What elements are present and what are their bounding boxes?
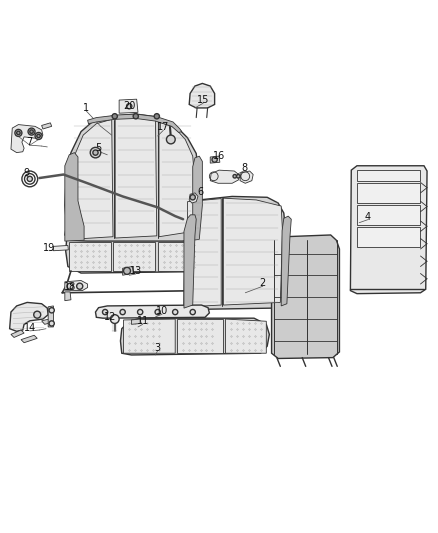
Polygon shape xyxy=(210,156,220,163)
Circle shape xyxy=(102,310,108,314)
Polygon shape xyxy=(88,114,182,133)
Circle shape xyxy=(90,147,101,158)
Polygon shape xyxy=(189,84,215,108)
Circle shape xyxy=(212,157,217,162)
Polygon shape xyxy=(65,292,71,301)
Circle shape xyxy=(110,314,119,324)
Polygon shape xyxy=(21,335,37,343)
Polygon shape xyxy=(350,166,427,294)
Circle shape xyxy=(15,130,22,136)
Polygon shape xyxy=(189,193,198,203)
Circle shape xyxy=(173,310,178,314)
Polygon shape xyxy=(193,156,202,240)
Circle shape xyxy=(112,114,117,119)
Text: 9: 9 xyxy=(23,168,29,178)
Circle shape xyxy=(77,283,83,289)
Circle shape xyxy=(17,131,20,135)
Circle shape xyxy=(67,283,73,289)
Circle shape xyxy=(49,308,54,313)
Circle shape xyxy=(27,176,32,182)
Text: 19: 19 xyxy=(43,243,56,253)
Text: 15: 15 xyxy=(197,95,209,105)
Polygon shape xyxy=(123,266,134,275)
Circle shape xyxy=(28,128,35,135)
Polygon shape xyxy=(65,280,88,290)
Polygon shape xyxy=(10,302,48,332)
Polygon shape xyxy=(11,125,43,152)
Polygon shape xyxy=(357,205,420,225)
Text: 7: 7 xyxy=(27,137,33,147)
Polygon shape xyxy=(226,319,266,353)
Polygon shape xyxy=(158,243,196,271)
Circle shape xyxy=(154,114,159,119)
Circle shape xyxy=(190,310,195,314)
Polygon shape xyxy=(65,114,198,245)
Polygon shape xyxy=(65,152,84,241)
Circle shape xyxy=(37,134,40,138)
Polygon shape xyxy=(272,235,339,359)
Polygon shape xyxy=(66,240,201,273)
Text: 16: 16 xyxy=(213,151,225,161)
Circle shape xyxy=(120,310,125,314)
Circle shape xyxy=(138,310,143,314)
Text: 8: 8 xyxy=(241,163,247,173)
Polygon shape xyxy=(184,215,196,308)
Polygon shape xyxy=(119,99,138,113)
Circle shape xyxy=(133,114,138,119)
Polygon shape xyxy=(71,119,113,239)
Polygon shape xyxy=(124,319,175,353)
Text: 6: 6 xyxy=(197,187,203,197)
Polygon shape xyxy=(131,319,141,324)
Polygon shape xyxy=(240,171,253,183)
Text: 12: 12 xyxy=(104,312,117,322)
Polygon shape xyxy=(48,306,53,327)
Circle shape xyxy=(190,195,195,200)
Circle shape xyxy=(49,321,54,326)
Polygon shape xyxy=(115,118,157,238)
Polygon shape xyxy=(357,227,420,247)
Text: 20: 20 xyxy=(124,101,136,111)
Text: 1: 1 xyxy=(83,103,89,113)
Polygon shape xyxy=(281,216,291,306)
Circle shape xyxy=(166,135,175,144)
Polygon shape xyxy=(177,319,223,353)
Text: 3: 3 xyxy=(155,343,161,352)
Polygon shape xyxy=(95,305,209,318)
Polygon shape xyxy=(42,319,52,324)
Polygon shape xyxy=(357,170,420,181)
Polygon shape xyxy=(53,246,68,251)
Polygon shape xyxy=(113,243,155,271)
Polygon shape xyxy=(184,197,286,310)
Circle shape xyxy=(237,174,240,178)
Polygon shape xyxy=(11,330,24,337)
Circle shape xyxy=(30,130,33,133)
Circle shape xyxy=(124,268,131,274)
Text: 18: 18 xyxy=(64,282,76,292)
Text: 10: 10 xyxy=(156,306,168,316)
Text: 4: 4 xyxy=(365,212,371,222)
Text: 17: 17 xyxy=(157,122,170,132)
Circle shape xyxy=(127,103,132,109)
Text: 13: 13 xyxy=(130,266,142,276)
Circle shape xyxy=(233,174,237,178)
Text: 2: 2 xyxy=(260,278,266,288)
Text: 5: 5 xyxy=(95,143,102,154)
Polygon shape xyxy=(187,199,221,307)
Polygon shape xyxy=(69,243,111,271)
Circle shape xyxy=(34,311,41,318)
Circle shape xyxy=(155,310,160,314)
Polygon shape xyxy=(210,170,239,183)
Polygon shape xyxy=(42,123,52,129)
Polygon shape xyxy=(159,122,194,237)
Circle shape xyxy=(35,133,42,140)
Polygon shape xyxy=(357,183,420,203)
Text: 11: 11 xyxy=(137,316,149,326)
Polygon shape xyxy=(223,198,283,305)
Text: 14: 14 xyxy=(24,323,36,333)
Polygon shape xyxy=(120,318,269,355)
Circle shape xyxy=(93,150,98,155)
